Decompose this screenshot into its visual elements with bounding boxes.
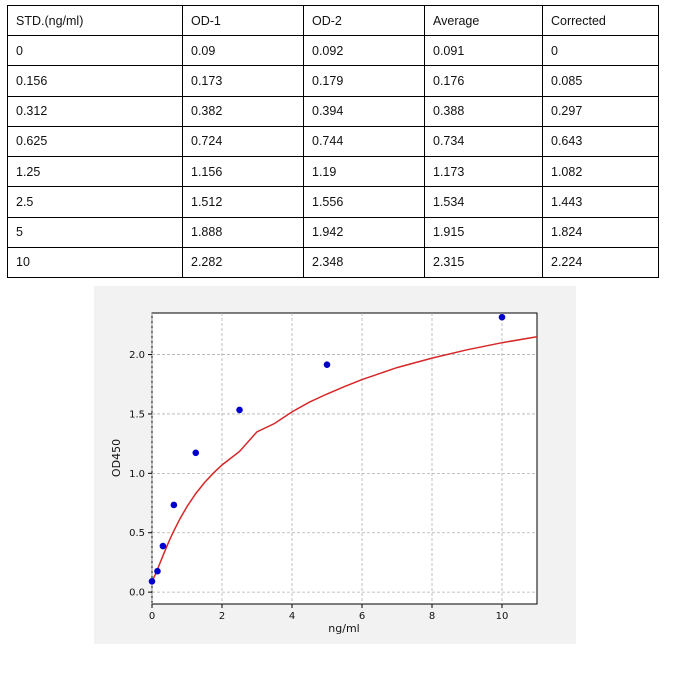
axes: 0 2 4 6 8 10 0.0 0.5 1.0 1.5 2.0 — [129, 350, 508, 622]
data-point — [159, 542, 167, 550]
table-row: 10 2.282 2.348 2.315 2.224 — [7, 246, 659, 279]
y-tick-label: 0.5 — [129, 528, 145, 539]
plot-area — [151, 312, 538, 605]
table-cell: 1.173 — [424, 156, 543, 188]
table-cell: 1.25 — [7, 156, 183, 188]
table-cell: 10 — [7, 246, 183, 279]
y-axis-label: OD450 — [110, 439, 123, 477]
table-cell: 0.176 — [424, 65, 543, 97]
x-axis-label: ng/ml — [328, 622, 359, 635]
table-cell: 1.19 — [303, 156, 425, 188]
table-cell: 0.173 — [182, 65, 304, 97]
table-row: 0.312 0.382 0.394 0.388 0.297 — [7, 95, 659, 127]
table-cell: 1.534 — [424, 186, 543, 218]
y-tick-label: 1.5 — [129, 409, 145, 420]
table-cell: 0.394 — [303, 95, 425, 127]
data-point — [148, 578, 156, 585]
data-points — [148, 313, 506, 585]
table-cell: 0.388 — [424, 95, 543, 127]
table-cell: 2.315 — [424, 246, 543, 279]
table-cell: 5 — [7, 216, 183, 248]
table-cell: 1.156 — [182, 156, 304, 188]
table-row: 2.5 1.512 1.556 1.534 1.443 — [7, 186, 659, 218]
table-header-row: STD.(ng/ml) OD-1 OD-2 Average Corrected — [7, 4, 659, 37]
table-cell: 0.744 — [303, 125, 425, 158]
table-row: 0.625 0.724 0.744 0.734 0.643 — [7, 125, 659, 158]
table-cell: 0.091 — [424, 35, 543, 67]
data-point — [323, 361, 331, 368]
table-cell: 1.556 — [303, 186, 425, 218]
table-cell: 2.5 — [7, 186, 183, 218]
table-cell: 0.312 — [7, 95, 183, 127]
table-cell: 0.179 — [303, 65, 425, 97]
data-point — [154, 567, 161, 575]
table-cell: 0.382 — [182, 95, 304, 127]
grid-lines — [151, 313, 537, 604]
table-cell: 0 — [542, 35, 659, 67]
table-cell: 0 — [7, 35, 183, 67]
table-cell: 1.824 — [542, 216, 659, 248]
table-row: 0.156 0.173 0.179 0.176 0.085 — [7, 65, 659, 97]
table-cell: 0.643 — [542, 125, 659, 158]
table-cell: 0.156 — [7, 65, 183, 97]
standard-curve-chart: 0 2 4 6 8 10 0.0 0.5 1.0 1.5 2.0 ng/ml OD450 — [110, 312, 538, 635]
standard-curve-panel: 0 2 4 6 8 10 0.0 0.5 1.0 1.5 2.0 ng/ml OD450 — [94, 286, 576, 644]
table-cell: 2.224 — [542, 246, 659, 279]
y-tick-label: 1.0 — [129, 469, 145, 480]
table-row: 5 1.888 1.942 1.915 1.824 — [7, 216, 659, 248]
table-cell: 0.625 — [7, 125, 183, 158]
table-cell: 0.085 — [542, 65, 659, 97]
table-header-cell: OD-1 — [182, 4, 304, 37]
table-row: 1.25 1.156 1.19 1.173 1.082 — [7, 156, 659, 188]
table-cell: 0.734 — [424, 125, 543, 158]
table-cell: 1.443 — [542, 186, 659, 218]
table-cell: 1.942 — [303, 216, 425, 248]
x-tick-label: 10 — [496, 611, 509, 622]
table-cell: 2.282 — [182, 246, 304, 279]
table-row: 0 0.09 0.092 0.091 0 — [7, 35, 659, 67]
y-tick-label: 0.0 — [129, 588, 145, 599]
table-cell: 0.092 — [303, 35, 425, 67]
data-point — [236, 406, 243, 414]
table-header-cell: Corrected — [542, 4, 659, 37]
table-header-cell: Average — [424, 4, 543, 37]
data-point — [170, 501, 178, 509]
table-header-cell: OD-2 — [303, 4, 425, 37]
x-tick-label: 0 — [149, 611, 155, 622]
x-tick-label: 6 — [359, 611, 365, 622]
data-point — [498, 313, 506, 321]
data-point — [192, 449, 200, 457]
fit-curve — [151, 336, 538, 582]
table-header-cell: STD.(ng/ml) — [7, 4, 183, 37]
x-tick-label: 8 — [429, 611, 435, 622]
table-cell: 1.888 — [182, 216, 304, 248]
x-tick-label: 2 — [219, 611, 225, 622]
table-cell: 0.724 — [182, 125, 304, 158]
table-cell: 0.297 — [542, 95, 659, 127]
standard-table: STD.(ng/ml) OD-1 OD-2 Average Corrected 0 0.09… — [7, 4, 659, 279]
table-cell: 1.512 — [182, 186, 304, 218]
table-cell: 1.915 — [424, 216, 543, 248]
y-tick-label: 2.0 — [129, 350, 145, 361]
table-cell: 0.09 — [182, 35, 304, 67]
table-cell: 2.348 — [303, 246, 425, 279]
table-cell: 1.082 — [542, 156, 659, 188]
x-tick-label: 4 — [289, 611, 295, 622]
